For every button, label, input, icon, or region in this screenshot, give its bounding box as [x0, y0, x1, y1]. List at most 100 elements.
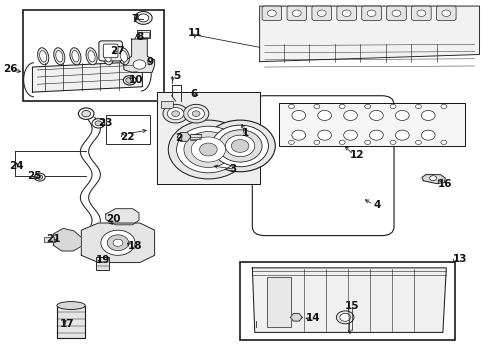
Circle shape	[392, 10, 401, 17]
Circle shape	[421, 111, 435, 121]
Circle shape	[192, 111, 200, 117]
Circle shape	[390, 104, 396, 109]
Text: 14: 14	[306, 313, 321, 323]
Circle shape	[135, 12, 152, 24]
Circle shape	[340, 314, 350, 321]
Ellipse shape	[57, 302, 85, 310]
FancyBboxPatch shape	[312, 6, 331, 21]
Circle shape	[421, 130, 435, 140]
Circle shape	[336, 311, 354, 324]
Circle shape	[292, 111, 306, 121]
Bar	[106, 116, 150, 144]
Circle shape	[133, 60, 146, 69]
FancyBboxPatch shape	[262, 6, 282, 21]
Text: 16: 16	[438, 179, 453, 189]
Circle shape	[416, 140, 421, 144]
Ellipse shape	[56, 51, 63, 62]
FancyBboxPatch shape	[103, 44, 118, 58]
Ellipse shape	[88, 51, 95, 62]
Polygon shape	[422, 175, 445, 184]
Bar	[240, 262, 455, 339]
Circle shape	[172, 111, 179, 117]
Circle shape	[343, 111, 357, 121]
Circle shape	[188, 108, 204, 120]
Polygon shape	[177, 132, 191, 141]
Polygon shape	[81, 223, 155, 262]
FancyBboxPatch shape	[99, 41, 122, 61]
Circle shape	[107, 235, 129, 251]
Circle shape	[92, 119, 105, 128]
Circle shape	[289, 104, 294, 109]
Polygon shape	[291, 314, 302, 321]
Circle shape	[268, 10, 276, 17]
Circle shape	[199, 143, 217, 156]
Polygon shape	[106, 209, 139, 225]
Circle shape	[184, 132, 233, 167]
Circle shape	[367, 10, 376, 17]
Bar	[267, 277, 292, 327]
Ellipse shape	[40, 51, 47, 62]
Circle shape	[82, 111, 91, 117]
Text: 18: 18	[128, 241, 142, 251]
Circle shape	[138, 14, 149, 22]
Polygon shape	[157, 92, 260, 184]
Circle shape	[34, 173, 45, 181]
Circle shape	[365, 104, 370, 109]
Ellipse shape	[70, 48, 81, 65]
Circle shape	[205, 120, 275, 172]
Circle shape	[342, 10, 351, 17]
Circle shape	[292, 130, 306, 140]
Circle shape	[343, 130, 357, 140]
Text: 22: 22	[121, 132, 135, 142]
Bar	[57, 306, 85, 338]
Circle shape	[123, 76, 136, 85]
Polygon shape	[53, 228, 81, 251]
Ellipse shape	[54, 48, 65, 65]
Ellipse shape	[86, 48, 97, 65]
Circle shape	[395, 130, 409, 140]
Circle shape	[318, 111, 331, 121]
Circle shape	[318, 130, 331, 140]
Text: 3: 3	[229, 164, 236, 174]
Text: 20: 20	[106, 215, 121, 224]
Circle shape	[37, 175, 43, 179]
Text: 9: 9	[146, 57, 153, 67]
Text: 7: 7	[131, 14, 139, 24]
Circle shape	[417, 10, 426, 17]
Circle shape	[369, 111, 383, 121]
Text: 17: 17	[59, 319, 74, 329]
Circle shape	[212, 125, 269, 167]
Text: 5: 5	[173, 71, 180, 81]
Circle shape	[442, 10, 451, 17]
Circle shape	[78, 108, 94, 120]
Circle shape	[416, 104, 421, 109]
Circle shape	[390, 140, 396, 144]
Circle shape	[163, 104, 188, 123]
Circle shape	[168, 120, 248, 179]
Bar	[23, 10, 164, 101]
Circle shape	[314, 140, 320, 144]
Bar	[96, 257, 109, 270]
Text: 1: 1	[242, 129, 248, 138]
Circle shape	[430, 176, 437, 181]
FancyBboxPatch shape	[412, 6, 431, 21]
Ellipse shape	[104, 51, 111, 62]
Circle shape	[113, 239, 123, 246]
Circle shape	[218, 130, 262, 162]
Circle shape	[339, 104, 345, 109]
Text: 15: 15	[345, 301, 360, 311]
FancyBboxPatch shape	[252, 96, 394, 235]
Circle shape	[318, 10, 326, 17]
FancyBboxPatch shape	[287, 6, 307, 21]
Circle shape	[101, 230, 135, 255]
Circle shape	[289, 140, 294, 144]
FancyBboxPatch shape	[437, 6, 456, 21]
Polygon shape	[32, 62, 143, 92]
Circle shape	[183, 104, 209, 123]
Circle shape	[95, 121, 102, 126]
Circle shape	[339, 140, 345, 144]
Circle shape	[126, 77, 134, 83]
Circle shape	[441, 104, 447, 109]
Text: 21: 21	[46, 234, 61, 244]
Circle shape	[365, 140, 370, 144]
